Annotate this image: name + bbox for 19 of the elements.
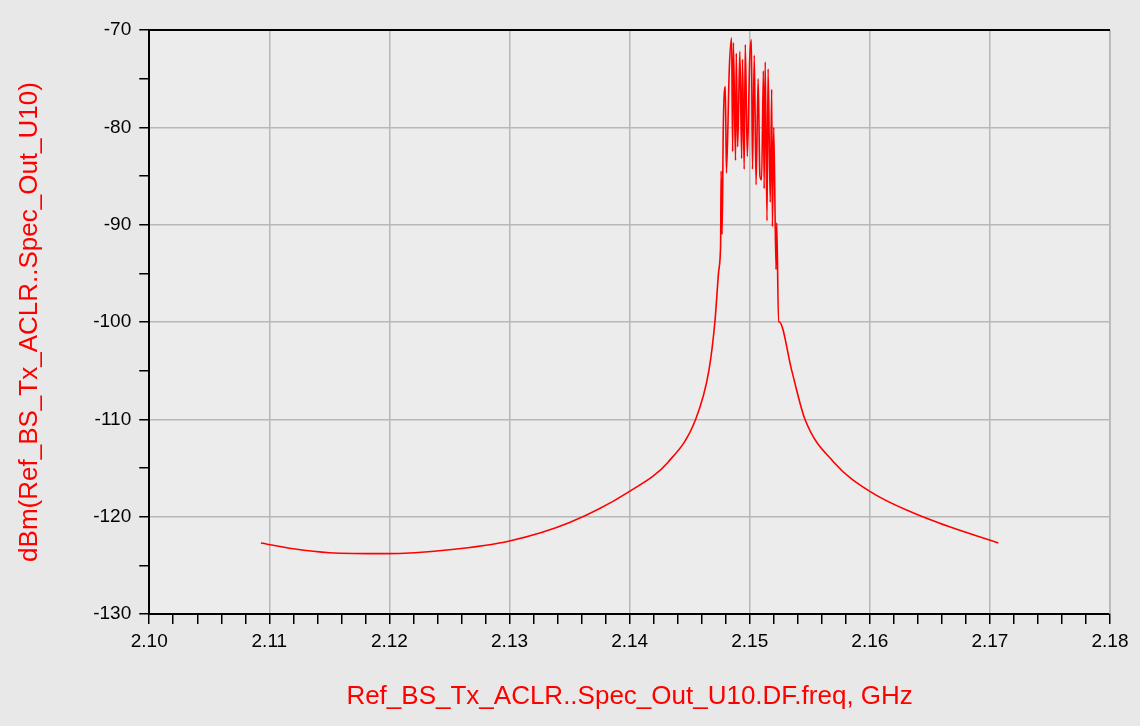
x-tick-label: 2.14	[611, 629, 649, 651]
x-tick-label: 2.13	[491, 629, 529, 651]
x-tick-label: 2.10	[130, 629, 168, 651]
y-tick-label: -80	[103, 115, 132, 137]
y-tick-label: -120	[93, 504, 132, 526]
x-tick-label: 2.12	[370, 629, 408, 651]
line-series	[260, 36, 1000, 555]
x-tick-label: 2.18	[1091, 629, 1129, 651]
y-tick-label: -130	[93, 602, 132, 624]
x-axis-title: Ref_BS_Tx_ACLR..Spec_Out_U10.DF.freq, GHz	[346, 679, 913, 710]
y-tick-label: -100	[93, 310, 132, 332]
y-tick-label: -90	[103, 212, 132, 234]
y-tick-label: -70	[103, 18, 132, 40]
x-tick-label: 2.16	[851, 629, 889, 651]
y-axis-title: dBm(Ref_BS_Tx_ACLR..Spec_Out_U10)	[12, 82, 43, 562]
x-tick-label: 2.11	[251, 629, 288, 651]
y-tick-label: -110	[94, 407, 132, 429]
x-tick-label: 2.17	[971, 629, 1009, 651]
x-tick-label: 2.15	[731, 629, 769, 651]
